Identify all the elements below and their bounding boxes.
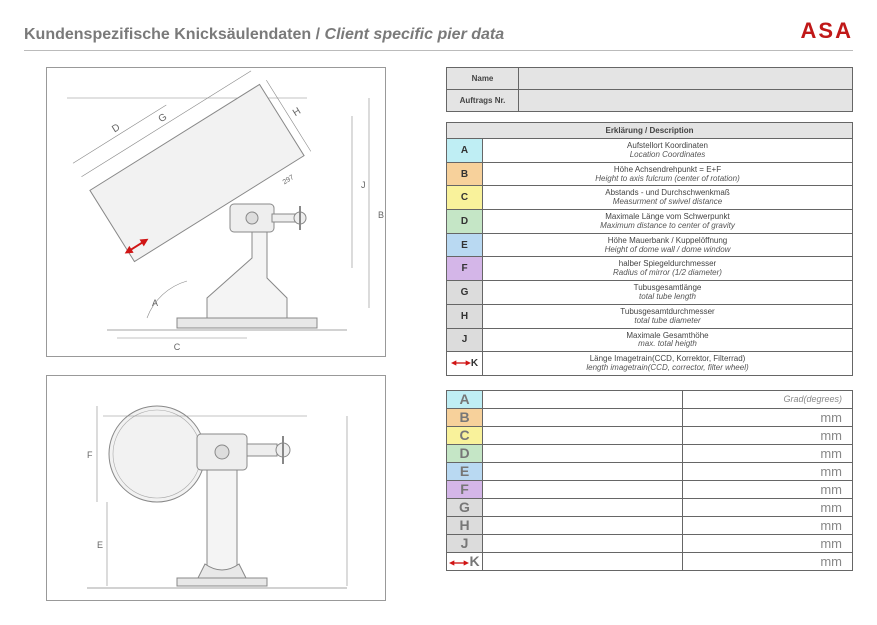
arrow-icon <box>451 358 471 368</box>
unit-label: mm <box>683 408 853 426</box>
drawing-side-view: G D H 297 <box>46 67 386 357</box>
unit-label: mm <box>683 444 853 462</box>
desc-header: Erklärung / Description <box>447 123 853 139</box>
header: Kundenspezifische Knicksäulendaten / Cli… <box>24 18 853 51</box>
input-value-E[interactable] <box>483 462 683 480</box>
desc-text: Aufstellort KoordinatenLocation Coordina… <box>483 139 853 163</box>
desc-text: Tubusgesamtdurchmessertotal tube diamete… <box>483 304 853 328</box>
desc-row: HTubusgesamtdurchmessertotal tube diamet… <box>447 304 853 328</box>
unit-label: mm <box>683 426 853 444</box>
input-row: Bmm <box>447 408 853 426</box>
unit-label: mm <box>683 516 853 534</box>
unit-label: Grad(degrees) <box>683 390 853 408</box>
input-row: A Grad(degrees) <box>447 390 853 408</box>
svg-text:D: D <box>110 122 122 135</box>
desc-text: Höhe Mauerbank / KuppelöffnungHeight of … <box>483 233 853 257</box>
desc-text: Maximale Gesamthöhemax. total heigth <box>483 328 853 352</box>
unit-label: mm <box>683 552 853 570</box>
unit-label: mm <box>683 498 853 516</box>
desc-row: DMaximale Länge vom SchwerpunktMaximum d… <box>447 210 853 234</box>
input-row: Cmm <box>447 426 853 444</box>
input-value-C[interactable] <box>483 426 683 444</box>
desc-key: J <box>447 328 483 352</box>
desc-text: Tubusgesamtlängetotal tube length <box>483 281 853 305</box>
desc-row: EHöhe Mauerbank / KuppelöffnungHeight of… <box>447 233 853 257</box>
input-row: Hmm <box>447 516 853 534</box>
input-key: A <box>447 390 483 408</box>
desc-text: Maximale Länge vom SchwerpunktMaximum di… <box>483 210 853 234</box>
order-field[interactable] <box>519 90 852 111</box>
desc-text: Länge Imagetrain(CCD, Korrektor, Filterr… <box>483 352 853 376</box>
desc-key: E <box>447 233 483 257</box>
logo: ASA <box>801 18 853 44</box>
desc-key: F <box>447 257 483 281</box>
input-row: Dmm <box>447 444 853 462</box>
drawing-front-view: F E <box>46 375 386 601</box>
input-value-D[interactable] <box>483 444 683 462</box>
desc-row: BHöhe Achsendrehpunkt = E+FHeight to axi… <box>447 162 853 186</box>
order-label: Auftrags Nr. <box>447 90 519 111</box>
name-label: Name <box>447 68 519 89</box>
desc-key: A <box>447 139 483 163</box>
svg-text:A: A <box>152 298 158 308</box>
name-field[interactable] <box>519 68 852 89</box>
input-key: D <box>447 444 483 462</box>
input-key: E <box>447 462 483 480</box>
input-value-A[interactable] <box>483 390 683 408</box>
svg-text:F: F <box>87 450 93 460</box>
desc-row: CAbstands - und DurchschwenkmaßMeasurmen… <box>447 186 853 210</box>
unit-label: mm <box>683 534 853 552</box>
unit-label: mm <box>683 480 853 498</box>
svg-text:C: C <box>174 342 181 352</box>
desc-row: KLänge Imagetrain(CCD, Korrektor, Filter… <box>447 352 853 376</box>
desc-key: B <box>447 162 483 186</box>
desc-text: Höhe Achsendrehpunkt = E+FHeight to axis… <box>483 162 853 186</box>
desc-row: JMaximale Gesamthöhemax. total heigth <box>447 328 853 352</box>
svg-text:J: J <box>361 180 366 190</box>
desc-row: Fhalber SpiegeldurchmesserRadius of mirr… <box>447 257 853 281</box>
input-value-J[interactable] <box>483 534 683 552</box>
client-info-block: Name Auftrags Nr. <box>446 67 853 112</box>
input-value-B[interactable] <box>483 408 683 426</box>
desc-row: GTubusgesamtlängetotal tube length <box>447 281 853 305</box>
input-key: K <box>447 552 483 570</box>
svg-text:E: E <box>97 540 103 550</box>
input-key: H <box>447 516 483 534</box>
input-key: B <box>447 408 483 426</box>
input-value-G[interactable] <box>483 498 683 516</box>
input-row: Fmm <box>447 480 853 498</box>
input-row: Emm <box>447 462 853 480</box>
svg-text:H: H <box>291 106 303 119</box>
input-table: AGrad(degrees)BmmCmmDmmEmmFmmGmmHmmJmmKm… <box>446 390 853 571</box>
arrow-icon <box>449 558 469 568</box>
input-key: G <box>447 498 483 516</box>
input-key: J <box>447 534 483 552</box>
title-de: Kundenspezifische Knicksäulendaten <box>24 26 311 43</box>
input-row: Jmm <box>447 534 853 552</box>
title-en: Client specific pier data <box>325 26 505 43</box>
desc-key: K <box>447 352 483 376</box>
desc-key: H <box>447 304 483 328</box>
desc-text: Abstands - und DurchschwenkmaßMeasurment… <box>483 186 853 210</box>
input-row: Gmm <box>447 498 853 516</box>
svg-text:B: B <box>378 210 384 220</box>
page-title: Kundenspezifische Knicksäulendaten / Cli… <box>24 26 504 44</box>
desc-key: G <box>447 281 483 305</box>
svg-text:297: 297 <box>282 174 296 186</box>
input-value-K[interactable] <box>483 552 683 570</box>
description-table: Erklärung / Description AAufstellort Koo… <box>446 122 853 376</box>
input-row: Kmm <box>447 552 853 570</box>
unit-label: mm <box>683 462 853 480</box>
input-value-H[interactable] <box>483 516 683 534</box>
desc-text: halber SpiegeldurchmesserRadius of mirro… <box>483 257 853 281</box>
desc-row: AAufstellort KoordinatenLocation Coordin… <box>447 139 853 163</box>
desc-key: D <box>447 210 483 234</box>
input-value-F[interactable] <box>483 480 683 498</box>
desc-key: C <box>447 186 483 210</box>
input-key: C <box>447 426 483 444</box>
input-key: F <box>447 480 483 498</box>
